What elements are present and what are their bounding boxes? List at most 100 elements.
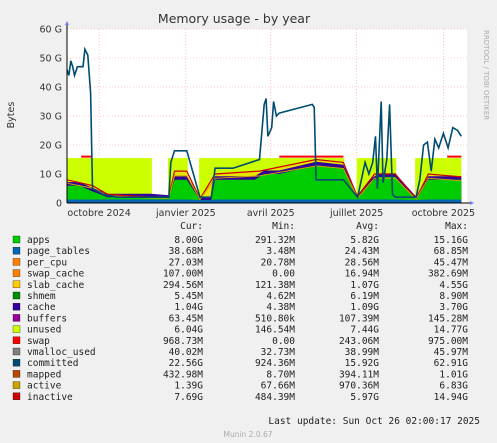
- legend-min: 0.00: [272, 336, 295, 347]
- legend-min: 4.62M: [266, 291, 295, 302]
- legend-min: 121.38M: [255, 280, 295, 291]
- legend-max: 45.47M: [434, 257, 469, 268]
- last-update: Last update: Sun Oct 26 02:00:17 2025: [268, 416, 480, 427]
- legend-min: 146.54M: [255, 325, 295, 336]
- legend-cur: 107.00M: [163, 269, 203, 280]
- legend-max: 4.55G: [439, 280, 468, 291]
- y-tick-label: 0: [56, 199, 62, 210]
- legend-cur: 27.03M: [169, 257, 204, 268]
- legend-max: 15.16G: [434, 235, 469, 246]
- legend-swatch: [12, 269, 21, 277]
- legend-swatch: [12, 381, 21, 389]
- legend-max: 14.77G: [434, 325, 469, 336]
- x-tick-label: avril 2025: [247, 208, 295, 219]
- legend-name: apps: [27, 235, 50, 246]
- legend-avg: 107.39M: [339, 313, 379, 324]
- legend-min: 32.73M: [261, 347, 296, 358]
- legend-cur: 7.69G: [174, 392, 203, 403]
- legend-swatch: [12, 370, 21, 378]
- legend-cur: 968.73M: [163, 336, 203, 347]
- legend-avg: 28.56M: [345, 257, 380, 268]
- legend-swatch: [12, 347, 21, 356]
- rrdtool-credit: RRDTOOL / TOBI OETIKER: [482, 30, 490, 120]
- legend-name: vmalloc_used: [27, 347, 96, 358]
- legend-swatch: [12, 247, 21, 255]
- legend-avg: 16.94M: [345, 269, 380, 280]
- legend-max: 14.94G: [434, 392, 469, 403]
- legend-cur: 8.00G: [174, 235, 203, 246]
- y-tick-label: 10 G: [40, 170, 62, 181]
- legend: Cur: Min: Avg: Max: apps 8.00G 291.32M 5.82G 15.…: [12, 221, 469, 403]
- legend-max: 3.70G: [439, 302, 468, 313]
- legend-max: 975.00M: [428, 336, 468, 347]
- munin-version: Munin 2.0.67: [223, 430, 272, 439]
- legend-max: 8.90M: [439, 291, 468, 302]
- legend-cur: 1.04G: [174, 302, 203, 313]
- legend-avg: 394.11M: [339, 369, 379, 380]
- legend-cur: 40.02M: [169, 347, 204, 358]
- legend-name: slab_cache: [27, 280, 84, 291]
- legend-max: 382.69M: [428, 269, 468, 280]
- legend-name: inactive: [27, 392, 73, 403]
- legend-avg: 5.82G: [350, 235, 379, 246]
- legend-swatch: [12, 258, 21, 266]
- legend-cur: 38.68M: [169, 246, 204, 257]
- legend-header: Max:: [445, 221, 468, 232]
- chart-title: Memory usage - by year: [158, 11, 311, 26]
- legend-name: page_tables: [27, 246, 90, 257]
- legend-cur: 63.45M: [169, 313, 204, 324]
- legend-min: 510.80k: [255, 313, 295, 324]
- x-tick-label: octobre 2025: [412, 208, 475, 219]
- legend-avg: 24.43M: [345, 246, 380, 257]
- legend-avg: 1.09G: [350, 302, 379, 313]
- legend-min: 3.48M: [266, 246, 295, 257]
- legend-name: cache: [27, 302, 56, 313]
- legend-name: shmem: [27, 291, 56, 302]
- legend-avg: 6.19M: [350, 291, 379, 302]
- legend-avg: 970.36M: [339, 381, 379, 392]
- legend-swatch: [12, 303, 21, 311]
- legend-avg: 7.44G: [350, 325, 379, 336]
- legend-swatch: [12, 325, 21, 333]
- legend-cur: 432.98M: [163, 369, 203, 380]
- legend-max: 45.97M: [434, 347, 469, 358]
- no-data-gap: [187, 157, 200, 203]
- legend-cur: 22.56G: [169, 358, 204, 369]
- legend-name: swap_cache: [27, 269, 84, 280]
- legend-min: 484.39M: [255, 392, 295, 403]
- legend-header: Min:: [272, 221, 295, 232]
- x-tick-label: janvier 2025: [155, 208, 216, 219]
- legend-name: buffers: [27, 313, 67, 324]
- legend-max: 145.28M: [428, 313, 468, 324]
- legend-max: 6.83G: [439, 381, 468, 392]
- y-tick-label: 40 G: [40, 83, 62, 94]
- y-tick-label: 20 G: [40, 141, 62, 152]
- legend-name: active: [27, 381, 62, 392]
- legend-cur: 294.56M: [163, 280, 203, 291]
- legend-min: 4.38M: [266, 302, 295, 313]
- y-tick-labels: 0 10 G 20 G 30 G 40 G 50 G 60 G: [40, 25, 62, 210]
- legend-swatch: [12, 235, 21, 244]
- legend-avg: 38.99M: [345, 347, 380, 358]
- legend-avg: 1.07G: [350, 280, 379, 291]
- y-tick-label: 60 G: [40, 25, 62, 36]
- page-tables-area: [67, 199, 462, 203]
- legend-avg: 5.97G: [350, 392, 379, 403]
- x-tick-label: octobre 2024: [67, 208, 130, 219]
- no-data-gap: [151, 157, 168, 203]
- legend-swatch: [12, 392, 21, 400]
- legend-avg: 243.06M: [339, 336, 379, 347]
- axes: [65, 21, 474, 205]
- legend-max: 62.91G: [434, 358, 469, 369]
- legend-name: unused: [27, 325, 61, 336]
- legend-max: 68.85M: [434, 246, 469, 257]
- data-lines: [66, 46, 462, 201]
- legend-cur: 1.39G: [174, 381, 203, 392]
- legend-min: 8.70M: [266, 369, 295, 380]
- legend-swatch: [12, 280, 21, 288]
- legend-cur: 6.04G: [174, 325, 203, 336]
- legend-max: 1.01G: [439, 369, 468, 380]
- legend-avg: 15.92G: [345, 358, 380, 369]
- legend-min: 924.36M: [255, 358, 295, 369]
